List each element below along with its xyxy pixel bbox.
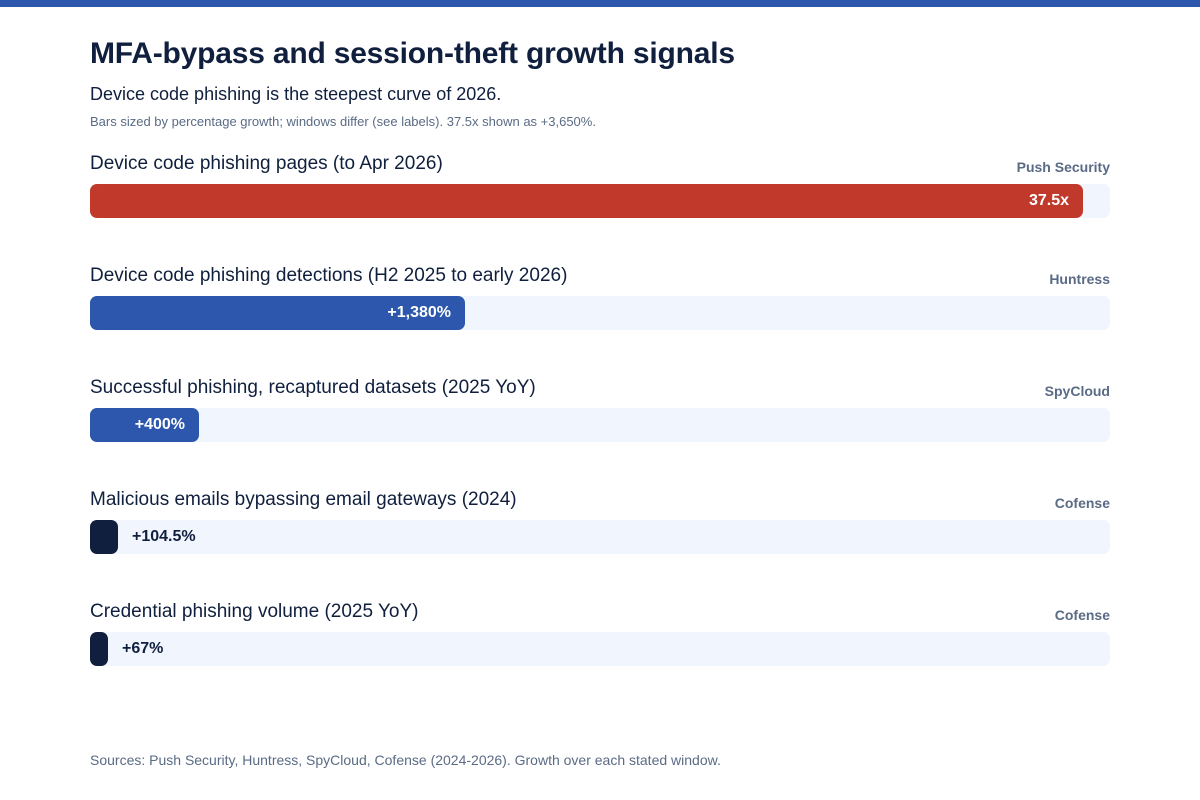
bar-row: Credential phishing volume (2025 YoY) Cof… <box>90 600 1110 712</box>
chart-subtitle: Device code phishing is the steepest cur… <box>90 84 502 104</box>
bar-source-label: Push Security <box>1016 159 1110 175</box>
top-accent-band <box>0 0 1200 7</box>
bar-category-label: Device code phishing pages (to Apr 2026) <box>90 153 443 174</box>
bar-value-label: +400% <box>134 416 185 433</box>
bar-category-label: Credential phishing volume (2025 YoY) <box>90 601 419 622</box>
bar-track: +400% <box>90 408 1110 442</box>
bar-source-label: Huntress <box>1049 271 1110 287</box>
bar-track: +67% <box>90 632 1110 666</box>
sources-footer: Sources: Push Security, Huntress, SpyClo… <box>90 752 721 768</box>
bar-category-label: Successful phishing, recaptured datasets… <box>90 377 536 398</box>
bar-track: 37.5x <box>90 184 1110 218</box>
bar-source-label: SpyCloud <box>1044 383 1110 399</box>
bar-value-label: 37.5x <box>1028 192 1069 209</box>
bar-value-label: +1,380% <box>387 304 451 321</box>
bar-category-label: Device code phishing detections (H2 2025… <box>90 265 568 286</box>
bar-category-label: Malicious emails bypassing email gateway… <box>90 489 517 510</box>
chart-title: MFA-bypass and session-theft growth sign… <box>90 37 735 70</box>
bar-row: Device code phishing detections (H2 2025… <box>90 264 1110 376</box>
bar-source-label: Cofense <box>1054 495 1110 511</box>
bar-value-label: +104.5% <box>132 528 196 545</box>
bar <box>90 408 199 442</box>
bar-row: Successful phishing, recaptured datasets… <box>90 376 1110 488</box>
bar <box>90 184 1083 218</box>
bar <box>90 520 118 554</box>
bar-row: Device code phishing pages (to Apr 2026)… <box>90 152 1110 264</box>
bar-source-label: Cofense <box>1054 607 1110 623</box>
bar <box>90 632 108 666</box>
chart-note: Bars sized by percentage growth; windows… <box>90 114 596 129</box>
bar-chart: Device code phishing pages (to Apr 2026)… <box>90 152 1110 712</box>
bar-track: +1,380% <box>90 296 1110 330</box>
bar-row: Malicious emails bypassing email gateway… <box>90 488 1110 600</box>
bar-track: +104.5% <box>90 520 1110 554</box>
bar-value-label: +67% <box>122 640 164 657</box>
bar <box>90 296 465 330</box>
